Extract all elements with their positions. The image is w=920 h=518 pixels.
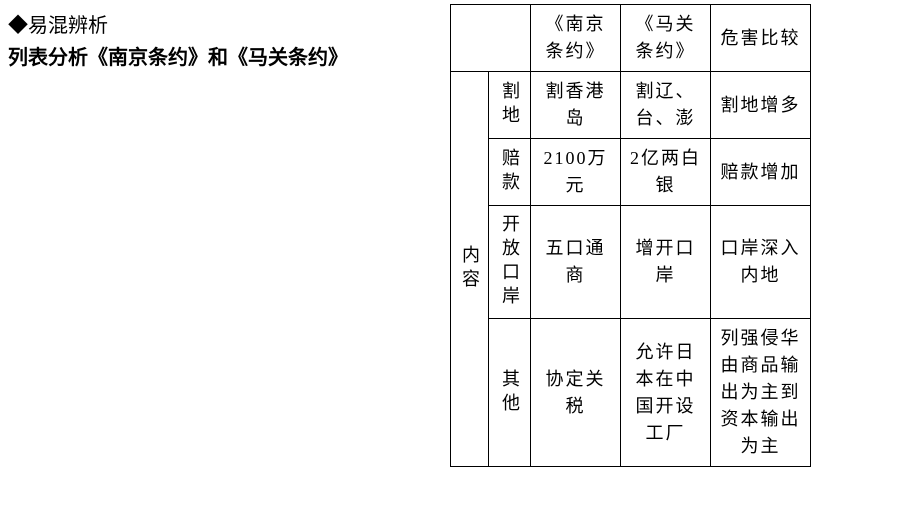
table-row: 其他 协定关税 允许日本在中国开设工厂 列强侵华由商品输出为主到资本输出为主 bbox=[451, 319, 811, 467]
row-mg: 增开口岸 bbox=[621, 206, 711, 319]
row-nj: 2100万元 bbox=[531, 139, 621, 206]
header-maguan: 《马关条约》 bbox=[621, 5, 711, 72]
table-row: 开放口岸 五口通商 增开口岸 口岸深入内地 bbox=[451, 206, 811, 319]
table-row: 内容 割地 割香港岛 割辽、台、澎 割地增多 bbox=[451, 72, 811, 139]
table-header-row: 《南京条约》 《马关条约》 危害比较 bbox=[451, 5, 811, 72]
comparison-table: 《南京条约》 《马关条约》 危害比较 内容 割地 割香港岛 割辽、台、澎 割地增… bbox=[450, 4, 811, 467]
row-harm: 赔款增加 bbox=[711, 139, 811, 206]
left-text-block: ◆易混辨析 列表分析《南京条约》和《马关条约》 bbox=[8, 10, 428, 74]
table-row: 赔款 2100万元 2亿两白银 赔款增加 bbox=[451, 139, 811, 206]
row-cat: 赔款 bbox=[489, 139, 531, 206]
header-blank bbox=[451, 5, 531, 72]
row-harm: 口岸深入内地 bbox=[711, 206, 811, 319]
row-cat: 开放口岸 bbox=[489, 206, 531, 319]
section-subheading: 列表分析《南京条约》和《马关条约》 bbox=[8, 42, 428, 74]
row-nj: 五口通商 bbox=[531, 206, 621, 319]
row-mg: 允许日本在中国开设工厂 bbox=[621, 319, 711, 467]
row-cat: 割地 bbox=[489, 72, 531, 139]
row-nj: 协定关税 bbox=[531, 319, 621, 467]
section-heading: ◆易混辨析 bbox=[8, 10, 428, 42]
header-nanjing: 《南京条约》 bbox=[531, 5, 621, 72]
row-cat: 其他 bbox=[489, 319, 531, 467]
row-harm: 列强侵华由商品输出为主到资本输出为主 bbox=[711, 319, 811, 467]
rowgroup-label: 内容 bbox=[451, 72, 489, 467]
comparison-table-wrap: 《南京条约》 《马关条约》 危害比较 内容 割地 割香港岛 割辽、台、澎 割地增… bbox=[450, 4, 811, 467]
row-nj: 割香港岛 bbox=[531, 72, 621, 139]
header-harm: 危害比较 bbox=[711, 5, 811, 72]
row-mg: 割辽、台、澎 bbox=[621, 72, 711, 139]
row-harm: 割地增多 bbox=[711, 72, 811, 139]
row-mg: 2亿两白银 bbox=[621, 139, 711, 206]
